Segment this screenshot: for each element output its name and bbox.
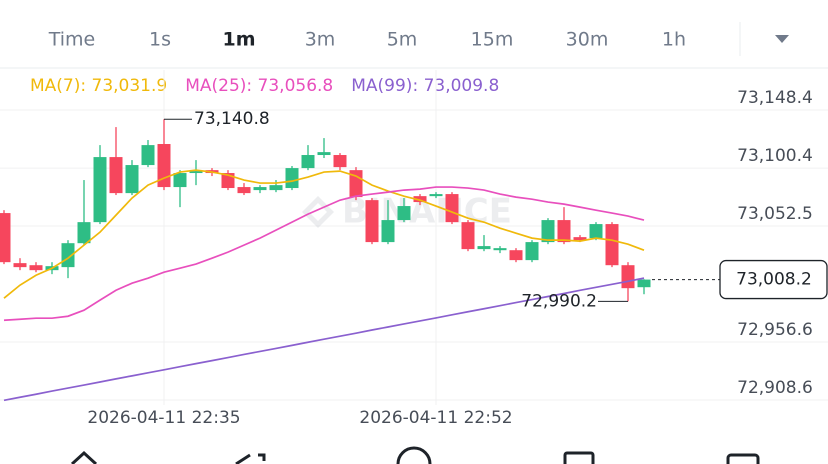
candle-body: [269, 185, 283, 191]
candle-body: [589, 224, 603, 239]
candle-body: [253, 187, 267, 191]
candle-body: [125, 165, 139, 194]
candle-body: [93, 157, 107, 223]
timeframe-tab[interactable]: 1m: [222, 29, 255, 51]
candle-body: [637, 279, 651, 288]
last-price-box: [719, 259, 828, 300]
timeframe-tab[interactable]: 3m: [305, 29, 336, 51]
candle-body: [381, 220, 395, 243]
candle-body: [189, 171, 203, 174]
y-tick-label: 72,908.6: [737, 378, 813, 398]
x-tick-label: 2026-04-11 22:52: [359, 408, 512, 428]
timeframe-tab[interactable]: Time: [48, 29, 96, 51]
y-tick-label: 73,052.5: [737, 204, 813, 224]
dropdown-arrow[interactable]: [775, 35, 789, 43]
timeframe-tab[interactable]: 15m: [471, 29, 514, 51]
candle-body: [509, 250, 523, 261]
candle-body: [525, 242, 539, 261]
toolbar-icon[interactable]: [396, 446, 432, 464]
candle-body: [13, 263, 27, 268]
candle-body: [429, 194, 443, 197]
ma-legend: MA(25): 73,056.8: [185, 76, 333, 96]
candle-body: [237, 187, 251, 194]
y-tick-label: 73,148.4: [737, 88, 813, 108]
bottom-toolbar: [70, 446, 760, 464]
candle-body: [461, 222, 475, 250]
candle-body: [301, 155, 315, 169]
timeframe-tab[interactable]: 1s: [149, 29, 171, 51]
timeframe-tab[interactable]: 1h: [662, 29, 686, 51]
candle-body: [317, 152, 331, 156]
candle-body: [573, 237, 587, 241]
candle-body: [285, 168, 299, 189]
watermark-logo: [302, 196, 334, 228]
y-tick-label: 73,100.4: [737, 146, 813, 166]
max-label: 73,140.8: [194, 109, 270, 129]
candle-body: [77, 222, 91, 244]
ma-legend: MA(7): 73,031.9: [30, 76, 167, 96]
timeframe-tab[interactable]: 30m: [566, 29, 609, 51]
candle-body: [0, 213, 11, 263]
toolbar-icon[interactable]: [726, 453, 760, 464]
candle-body: [109, 157, 123, 194]
candle-body: [141, 145, 155, 166]
candle-body: [397, 206, 411, 221]
ma-line: [3, 169, 645, 299]
candle-body: [445, 194, 459, 223]
toolbar-icon[interactable]: [70, 450, 98, 464]
candle-body: [349, 170, 363, 198]
candle-body: [541, 220, 555, 243]
last-price-label: 73,008.2: [736, 270, 812, 290]
x-tick-label: 2026-04-11 22:35: [87, 408, 240, 428]
candle-body: [605, 224, 619, 266]
candle-body: [477, 246, 491, 250]
candle-body: [557, 220, 571, 243]
y-tick-label: 72,956.6: [737, 320, 813, 340]
candle-body: [365, 200, 379, 243]
ma-legend: MA(99): 73,009.8: [351, 76, 499, 96]
candle-body: [333, 155, 347, 168]
candle-body: [621, 265, 635, 289]
ma-line: [3, 186, 645, 322]
candle-body: [173, 173, 187, 188]
ma-line: [3, 277, 645, 402]
min-label: 72,990.2: [521, 291, 597, 311]
toolbar-icon[interactable]: [563, 451, 595, 464]
toolbar-icon[interactable]: [235, 453, 266, 464]
candle-body: [29, 265, 43, 271]
candle-body: [413, 196, 427, 203]
timeframe-tab[interactable]: 5m: [387, 29, 418, 51]
candle-body: [493, 248, 507, 251]
